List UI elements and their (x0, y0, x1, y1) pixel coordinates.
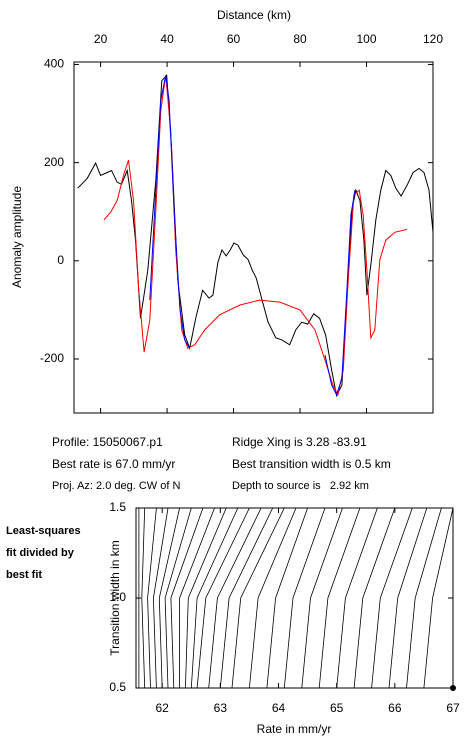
x-tick-label: 67 (446, 701, 460, 715)
x-tick-label: 100 (357, 32, 377, 46)
x-tick-label: 20 (94, 32, 108, 46)
x-tick-label: 66 (388, 701, 402, 715)
contour-line (301, 507, 343, 689)
contour-line (388, 507, 428, 689)
contour-line (179, 507, 215, 688)
panel-note: fit divided by (6, 547, 75, 559)
contour-line (190, 507, 239, 689)
info-text: Depth to source is 2.92 km (232, 480, 369, 492)
x-tick-label: 64 (272, 701, 286, 715)
contour-line (353, 507, 396, 689)
contour-line (141, 507, 146, 689)
contour-line (249, 507, 297, 689)
x-tick-label: 80 (293, 32, 307, 46)
y-tick-label: -200 (40, 351, 64, 365)
contour-line (158, 507, 180, 689)
contour-line (336, 507, 378, 689)
info-text: Ridge Xing is 3.28 -83.91 (232, 435, 367, 449)
best-fit-point (450, 685, 456, 691)
data-line (103, 75, 408, 397)
contour-line (266, 507, 308, 689)
contour-line (371, 507, 413, 689)
x-tick-label: 63 (214, 701, 228, 715)
contour-line (152, 507, 169, 689)
contour-line (170, 507, 204, 689)
info-text: Best transition width is 0.5 km (232, 457, 391, 471)
info-text: Proj. Az: 2.0 deg. CW of N (52, 480, 180, 492)
x-tick-label: 120 (423, 32, 443, 46)
contour-line (196, 507, 250, 689)
y-tick-label: 1.0 (109, 590, 126, 604)
y-tick-label: 0 (57, 253, 64, 267)
x-tick-label: 62 (155, 701, 169, 715)
contour-line (147, 507, 157, 689)
y-tick-label: 400 (44, 57, 64, 71)
data-line (149, 75, 356, 397)
contour-line (318, 507, 361, 689)
panel-note: best fit (6, 569, 42, 581)
y-tick-label: 200 (44, 155, 64, 169)
contour-line (283, 507, 326, 689)
contour-line (164, 507, 192, 689)
panel-note: Least-squares (6, 525, 81, 537)
contour-line (208, 507, 262, 689)
contour-line (231, 507, 285, 689)
x-tick-label: 60 (227, 32, 241, 46)
contour-line (423, 507, 454, 689)
x-tick-label: 65 (330, 701, 344, 715)
y-axis-title: Anomaly amplitude (10, 186, 24, 288)
x-axis-title: Distance (km) (217, 8, 291, 22)
info-text: Best rate is 67.0 mm/yr (52, 457, 175, 471)
contour-line (185, 507, 227, 689)
y-tick-label: 0.5 (109, 680, 126, 694)
y-tick-label: 1.5 (109, 500, 126, 514)
x-tick-label: 40 (160, 32, 174, 46)
contour-line (406, 507, 442, 689)
contour-line (219, 507, 274, 689)
y-axis-title: Transition width in km (108, 540, 122, 656)
x-axis-title: Rate in mm/yr (257, 722, 332, 736)
data-line (77, 74, 434, 398)
plot-frame (73, 61, 434, 414)
info-text: Profile: 15050067.p1 (52, 435, 163, 449)
